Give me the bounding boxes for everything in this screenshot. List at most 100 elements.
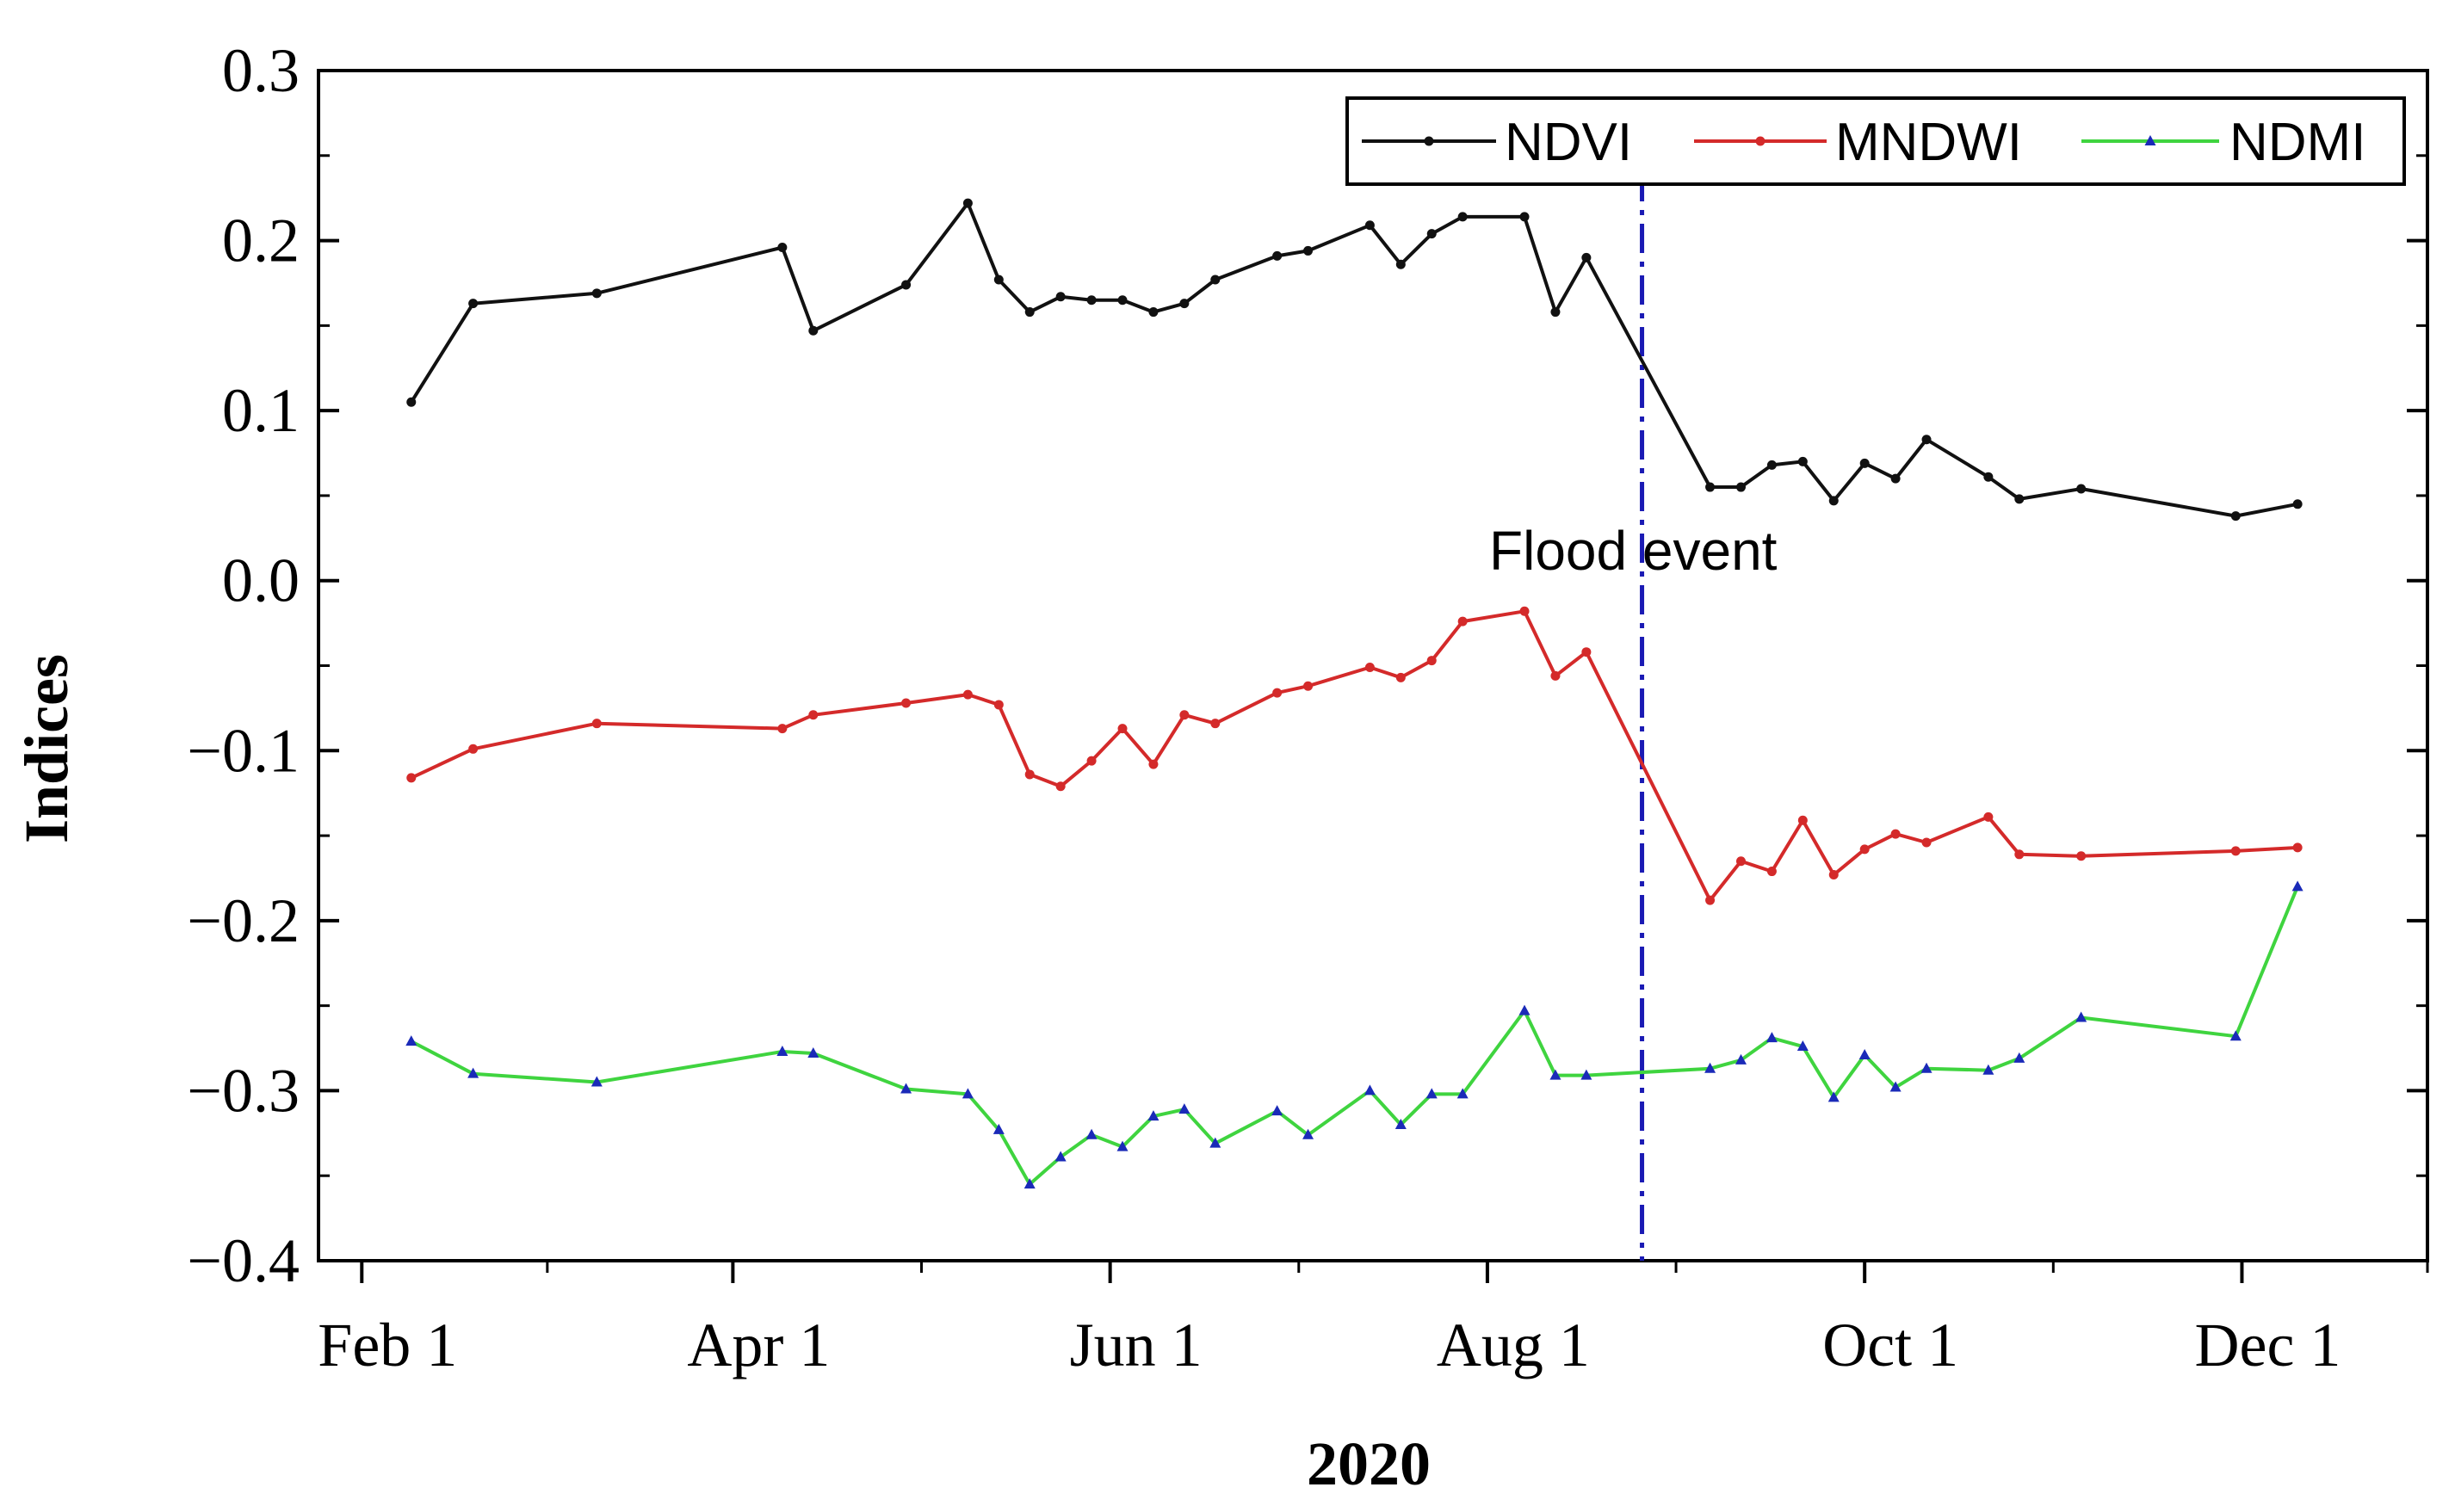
data-point-ndvi — [1797, 456, 1808, 466]
data-point-mndwi — [777, 724, 788, 734]
data-point-mndwi — [1735, 856, 1746, 867]
data-point-ndvi — [1086, 295, 1097, 305]
data-point-ndmi — [776, 1045, 788, 1056]
data-point-mndwi — [406, 773, 417, 783]
data-point-ndvi — [1550, 307, 1561, 318]
data-point-ndvi — [468, 299, 479, 309]
x-tick-label: Feb 1 — [318, 1311, 457, 1379]
data-point-ndmi — [2229, 1030, 2242, 1041]
legend-label-ndvi: NDVI — [1505, 113, 1632, 172]
data-point-ndvi — [2014, 494, 2025, 504]
y-tick-label: 0.1 — [222, 376, 300, 445]
data-point-ndmi — [962, 1088, 974, 1099]
data-point-mndwi — [1457, 616, 1468, 626]
data-point-ndmi — [1178, 1103, 1190, 1114]
data-point-ndmi — [2013, 1052, 2025, 1063]
data-point-mndwi — [2292, 842, 2303, 853]
x-tick-label: Oct 1 — [1822, 1311, 1958, 1379]
y-tick-label: 0.0 — [222, 546, 300, 615]
y-axis-title: Indices — [12, 654, 81, 843]
data-point-mndwi — [468, 744, 479, 754]
data-point-ndmi — [1425, 1088, 1438, 1099]
data-point-ndmi — [1116, 1140, 1129, 1151]
data-point-ndmi — [1394, 1118, 1407, 1129]
data-point-mndwi — [1983, 812, 1994, 822]
data-point-mndwi — [993, 700, 1004, 710]
data-point-ndvi — [1395, 259, 1406, 269]
series-ndvi — [406, 198, 2303, 521]
data-point-ndmi — [591, 1076, 603, 1087]
data-point-mndwi — [1797, 815, 1808, 825]
y-tick-label: −0.2 — [187, 886, 300, 955]
data-point-ndvi — [1457, 212, 1468, 222]
data-point-ndmi — [1796, 1040, 1809, 1052]
data-point-mndwi — [1055, 781, 1066, 792]
data-point-mndwi — [1705, 895, 1716, 905]
y-tick-label: 0.2 — [222, 207, 300, 275]
data-point-mndwi — [1550, 670, 1561, 681]
data-point-ndvi — [1303, 245, 1314, 256]
data-point-ndmi — [1704, 1062, 1716, 1073]
data-point-mndwi — [1179, 710, 1190, 720]
x-tick-label: Dec 1 — [2194, 1311, 2341, 1379]
x-tick-label: Jun 1 — [1070, 1311, 1203, 1379]
legend-label-ndmi: NDMI — [2229, 113, 2365, 172]
data-point-mndwi — [1210, 719, 1221, 729]
data-point-ndvi — [1735, 482, 1746, 492]
data-point-ndvi — [1426, 229, 1437, 239]
data-point-ndmi — [1549, 1069, 1561, 1080]
data-point-ndvi — [1272, 250, 1283, 261]
data-point-ndmi — [1889, 1081, 1902, 1092]
data-point-ndmi — [1982, 1064, 1994, 1075]
data-point-ndmi — [1765, 1032, 1778, 1043]
data-point-mndwi — [962, 689, 973, 700]
data-point-ndmi — [1518, 1004, 1531, 1015]
data-point-ndmi — [1054, 1151, 1067, 1162]
x-axis-title: 2020 — [1307, 1429, 1431, 1498]
y-tick-label: 0.3 — [222, 36, 300, 105]
data-point-ndvi — [993, 275, 1004, 285]
data-point-ndmi — [1085, 1128, 1098, 1139]
data-point-ndmi — [1580, 1069, 1592, 1080]
data-point-mndwi — [1395, 672, 1406, 682]
data-point-ndvi — [1519, 212, 1530, 222]
data-point-ndvi — [406, 397, 417, 407]
x-tick-label: Aug 1 — [1437, 1311, 1590, 1379]
data-point-ndvi — [1024, 307, 1035, 318]
flood-event-label: Flood event — [1489, 520, 1778, 582]
data-point-ndvi — [1705, 482, 1716, 492]
data-point-ndvi — [1117, 295, 1128, 305]
data-point-ndvi — [777, 242, 788, 252]
data-point-mndwi — [1117, 724, 1128, 734]
y-tick-label: −0.3 — [187, 1056, 300, 1125]
axis-labels-layer: 2020 Indices Flood event — [12, 520, 1778, 1498]
data-point-ndmi — [1209, 1137, 1221, 1148]
y-tick-label: −0.4 — [187, 1226, 300, 1295]
legend-box — [1345, 96, 2406, 186]
data-point-mndwi — [1272, 688, 1283, 698]
axes-layer: 0.3 0.2 0.1 0.0 −0.1 −0.2 −0.3 −0.4 Feb 1 Apr 1 Ju… — [187, 36, 2429, 1379]
data-point-ndvi — [1766, 460, 1777, 470]
series-layer — [405, 198, 2303, 1189]
data-point-mndwi — [1859, 844, 1870, 855]
data-point-mndwi — [1581, 647, 1592, 657]
data-point-mndwi — [1024, 769, 1035, 780]
data-point-mndwi — [901, 698, 912, 708]
data-point-ndmi — [405, 1035, 417, 1046]
x-tick-label: Apr 1 — [687, 1311, 830, 1379]
data-point-mndwi — [1086, 756, 1097, 766]
data-point-ndmi — [900, 1083, 912, 1094]
data-point-ndmi — [807, 1046, 819, 1058]
data-point-ndvi — [1921, 435, 1932, 445]
data-point-ndmi — [2075, 1011, 2087, 1022]
data-point-ndmi — [1271, 1105, 1283, 1116]
data-point-ndvi — [1364, 220, 1375, 231]
series-mndwi — [406, 606, 2303, 905]
legend: NDVI MNDWI NDMI — [1345, 96, 2406, 186]
data-point-ndvi — [808, 325, 819, 336]
data-point-ndvi — [1859, 458, 1870, 468]
data-point-mndwi — [1519, 606, 1530, 616]
data-point-mndwi — [2014, 849, 2025, 860]
